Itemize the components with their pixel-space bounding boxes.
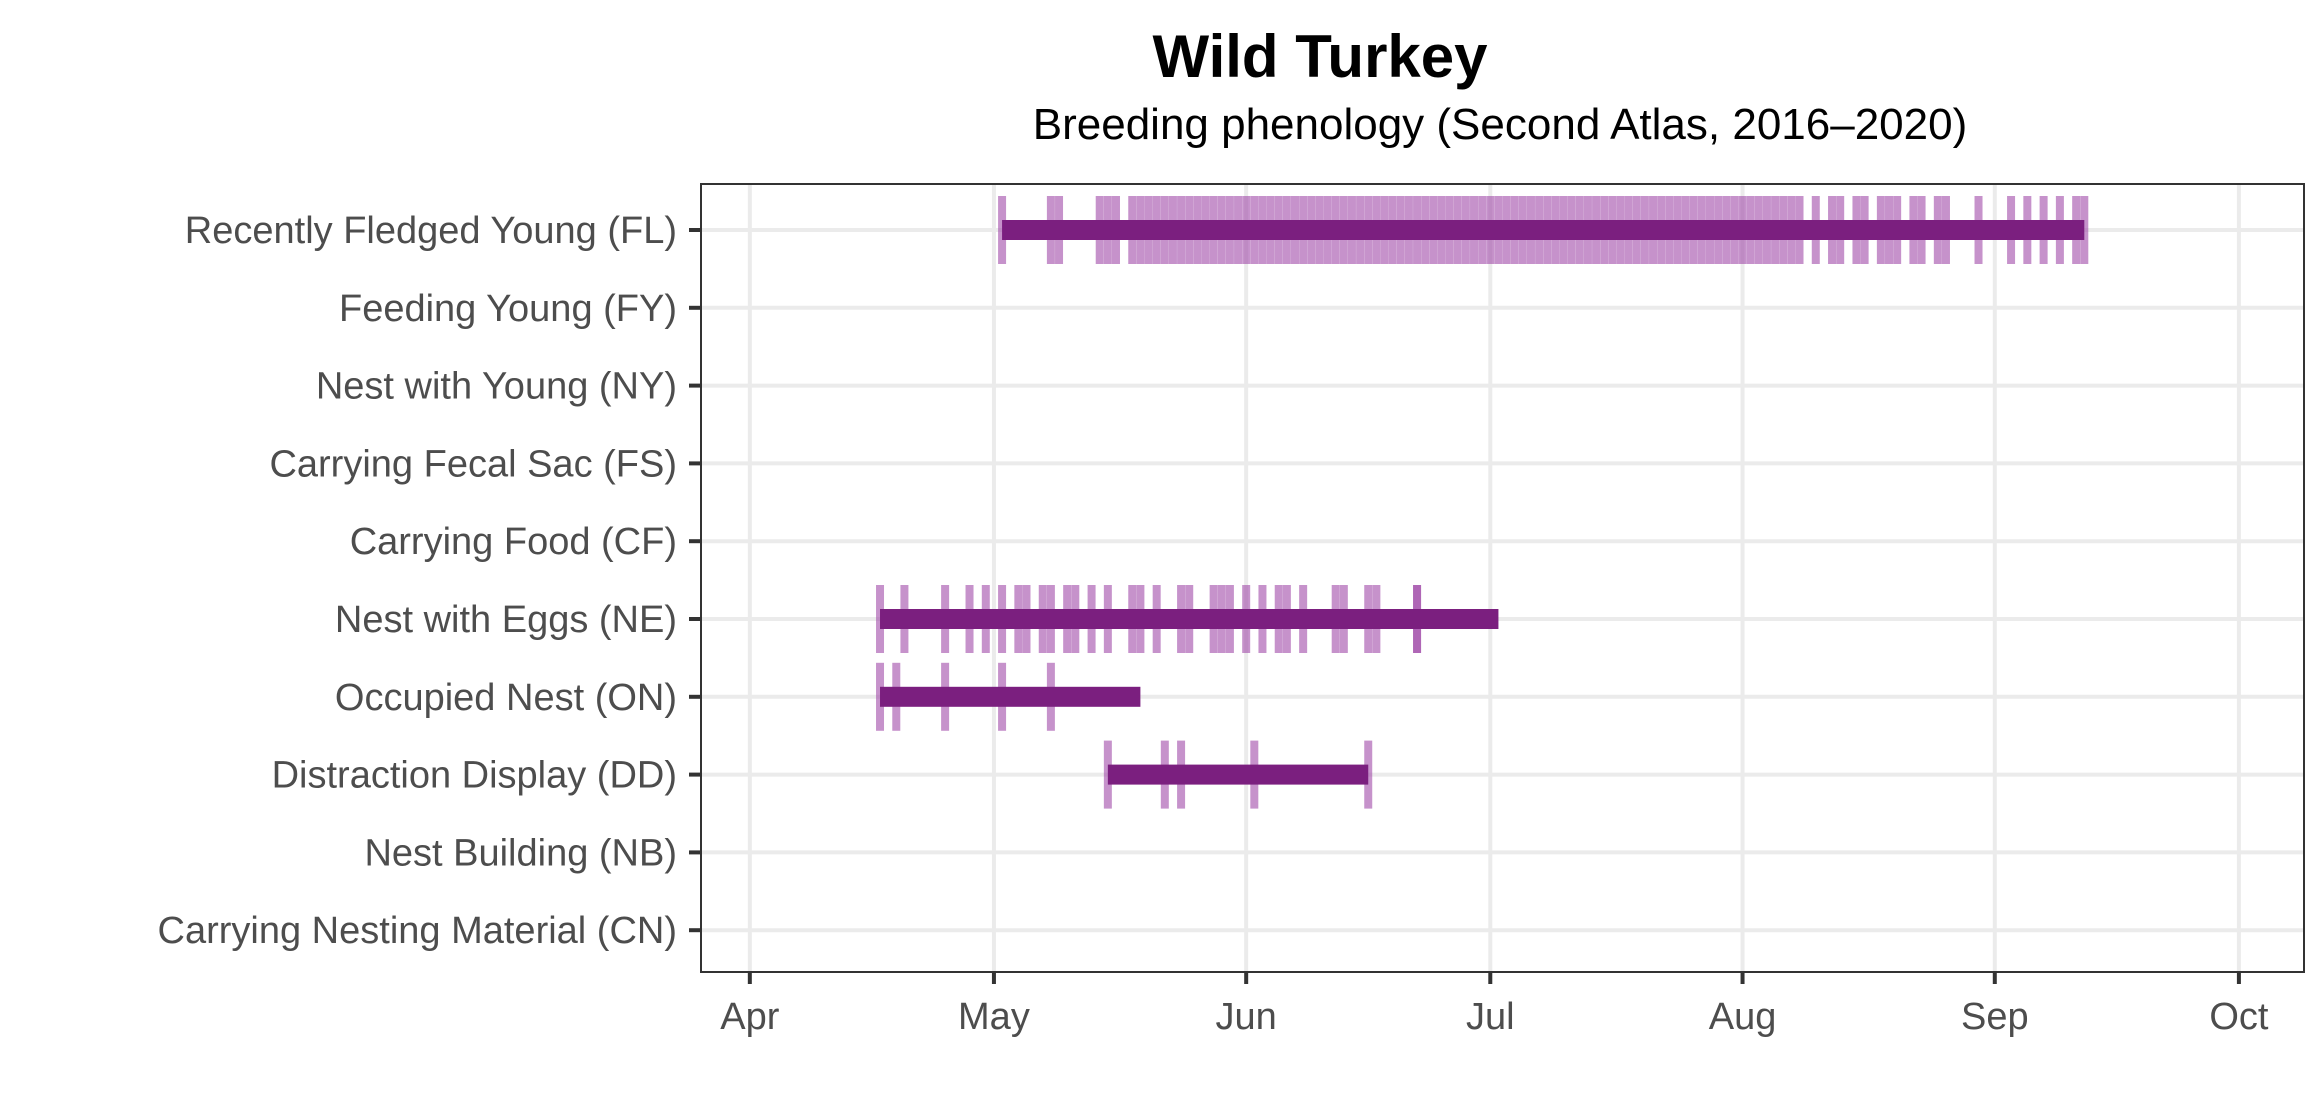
x-label-apr: Apr [720, 996, 779, 1038]
y-label-nb: Nest Building (NB) [364, 832, 677, 874]
x-label-oct: Oct [2209, 996, 2269, 1038]
observation-marks [876, 196, 2089, 809]
grid-lines [701, 184, 2304, 972]
y-label-fy: Feeding Young (FY) [339, 288, 677, 330]
y-label-fl: Recently Fledged Young (FL) [185, 210, 677, 252]
x-label-jul: Jul [1466, 996, 1515, 1038]
range-bar-on [880, 686, 1141, 707]
plot-panel-border [700, 183, 2305, 973]
range-bar-ne [880, 609, 1499, 629]
y-axis: Recently Fledged Young (FL) Feeding Young… [158, 210, 701, 952]
range-bar-fl [1002, 220, 2085, 240]
chart-title: Wild Turkey [1152, 23, 1488, 90]
y-label-dd: Distraction Display (DD) [272, 755, 677, 797]
y-label-ny: Nest with Young (NY) [316, 366, 677, 408]
x-label-may: May [958, 996, 1030, 1038]
x-axis: Apr May Jun Jul Aug Sep Oct [720, 972, 2269, 1038]
x-label-sep: Sep [1961, 996, 2029, 1038]
y-label-cf: Carrying Food (CF) [350, 521, 677, 563]
range-bar-dd [1107, 764, 1369, 785]
observation-tick-fl [2080, 196, 2089, 264]
y-label-fs: Carrying Fecal Sac (FS) [269, 443, 677, 485]
x-label-jun: Jun [1216, 996, 1277, 1038]
y-label-ne: Nest with Eggs (NE) [335, 599, 677, 641]
y-label-cn: Carrying Nesting Material (CN) [158, 910, 677, 952]
x-label-aug: Aug [1709, 996, 1777, 1038]
chart-subtitle: Breeding phenology (Second Atlas, 2016–2… [1032, 100, 1968, 149]
y-label-on: Occupied Nest (ON) [335, 677, 677, 719]
